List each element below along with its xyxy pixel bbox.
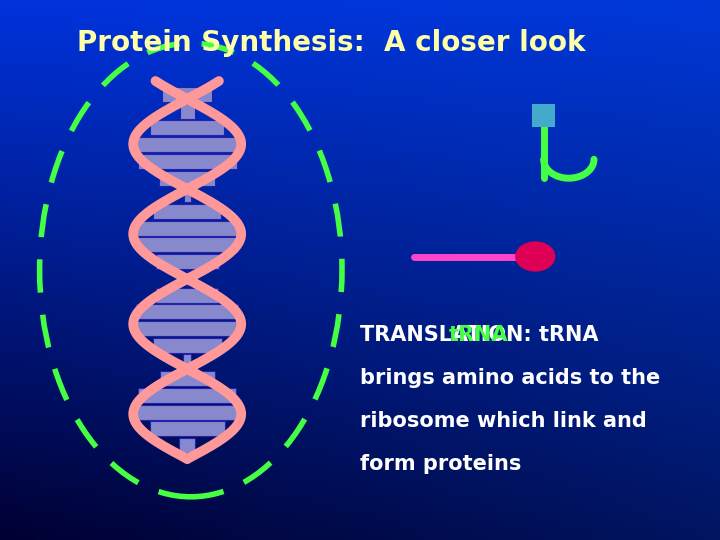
Polygon shape	[134, 404, 240, 420]
Polygon shape	[160, 371, 215, 386]
Polygon shape	[156, 254, 219, 269]
Polygon shape	[136, 238, 238, 253]
Polygon shape	[150, 421, 225, 436]
Polygon shape	[186, 271, 188, 286]
Polygon shape	[135, 321, 239, 336]
Polygon shape	[138, 388, 236, 403]
Polygon shape	[159, 171, 215, 186]
Text: form proteins: form proteins	[360, 454, 521, 475]
Circle shape	[515, 241, 555, 272]
Polygon shape	[137, 304, 238, 319]
Polygon shape	[162, 87, 212, 102]
Text: Protein Synthesis:  A closer look: Protein Synthesis: A closer look	[77, 29, 585, 57]
Polygon shape	[153, 338, 222, 353]
Polygon shape	[183, 354, 192, 369]
Polygon shape	[180, 104, 194, 119]
Polygon shape	[156, 287, 218, 302]
Polygon shape	[138, 154, 237, 169]
Polygon shape	[179, 438, 195, 453]
Polygon shape	[135, 137, 240, 152]
Text: brings amino acids to the: brings amino acids to the	[360, 368, 660, 388]
Text: TRANSLATION: tRNA: TRANSLATION: tRNA	[360, 325, 598, 345]
Polygon shape	[184, 187, 191, 202]
Polygon shape	[153, 204, 221, 219]
Polygon shape	[135, 221, 239, 236]
Polygon shape	[150, 120, 224, 136]
Bar	[532, 104, 555, 127]
Text: ribosome which link and: ribosome which link and	[360, 411, 647, 431]
Text: tRNA: tRNA	[449, 325, 508, 345]
